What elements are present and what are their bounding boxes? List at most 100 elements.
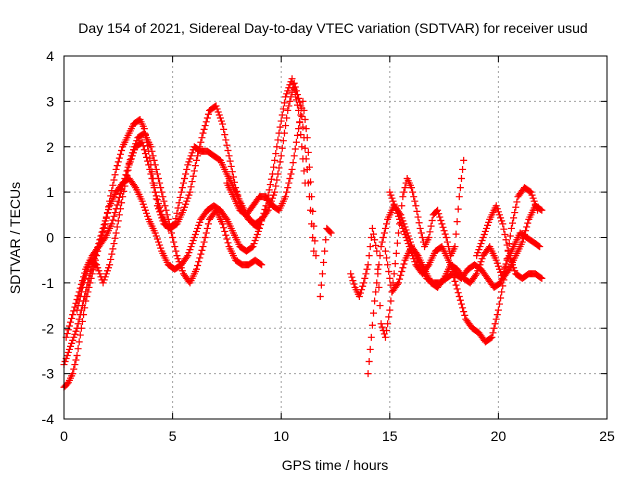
data-point — [253, 230, 261, 238]
data-point — [68, 314, 76, 322]
data-point — [72, 356, 80, 364]
series-track-f — [316, 224, 335, 300]
data-point — [183, 197, 191, 205]
data-point — [437, 216, 445, 224]
data-point — [474, 249, 482, 257]
data-point — [518, 238, 526, 246]
data-point — [221, 131, 229, 139]
data-point — [184, 161, 192, 169]
data-point — [227, 162, 235, 170]
data-point — [301, 116, 309, 124]
data-point — [222, 214, 230, 222]
data-point — [475, 246, 483, 254]
data-point — [187, 152, 195, 160]
data-point — [434, 206, 442, 214]
data-point — [147, 143, 155, 151]
series-track-j — [473, 202, 546, 282]
data-point — [499, 220, 507, 228]
data-point — [452, 230, 460, 238]
data-point — [364, 261, 372, 269]
data-point — [191, 162, 199, 170]
data-point — [111, 234, 119, 242]
data-point — [67, 318, 75, 326]
data-point — [84, 264, 92, 272]
data-point — [103, 267, 111, 275]
data-point — [149, 179, 157, 187]
data-point — [401, 184, 409, 192]
data-point — [191, 230, 199, 238]
data-point — [70, 333, 78, 341]
data-point — [409, 188, 417, 196]
data-point — [184, 252, 192, 260]
data-point — [350, 280, 358, 288]
y-tick-label: -2 — [42, 320, 55, 336]
data-point — [110, 176, 118, 184]
data-point — [530, 197, 538, 205]
data-point — [223, 235, 231, 243]
data-point — [99, 279, 107, 287]
data-point — [151, 161, 159, 169]
data-point — [204, 220, 212, 228]
data-point — [376, 302, 384, 310]
data-point — [67, 342, 75, 350]
data-point — [182, 170, 190, 178]
data-point — [220, 125, 228, 133]
data-point — [488, 333, 496, 341]
data-point — [300, 106, 308, 114]
data-point — [172, 215, 180, 223]
data-point — [441, 230, 449, 238]
data-point — [112, 165, 120, 173]
data-point — [100, 276, 108, 284]
data-point — [500, 268, 508, 276]
data-point — [439, 276, 447, 284]
data-point — [80, 279, 88, 287]
data-point — [509, 261, 517, 269]
data-point — [95, 267, 103, 275]
data-point — [69, 336, 77, 344]
data-point — [368, 224, 376, 232]
data-point — [307, 178, 315, 186]
data-point — [118, 147, 126, 155]
data-point — [362, 270, 370, 278]
data-point — [250, 240, 258, 248]
data-point — [406, 246, 414, 254]
data-point — [72, 327, 80, 335]
data-point — [259, 213, 267, 221]
data-point — [154, 199, 162, 207]
data-point — [131, 182, 139, 190]
data-point — [387, 191, 395, 199]
data-point — [122, 171, 130, 179]
data-point — [181, 203, 189, 211]
data-point — [453, 285, 461, 293]
data-point — [479, 234, 487, 241]
data-point — [83, 268, 91, 276]
data-point — [200, 125, 208, 133]
data-point — [393, 239, 401, 247]
data-point — [261, 206, 269, 214]
data-point — [499, 271, 507, 279]
x-tick-label: 0 — [60, 428, 68, 444]
data-point — [126, 158, 134, 166]
data-point — [70, 365, 78, 373]
data-point — [444, 243, 452, 251]
data-point — [305, 163, 313, 171]
data-point — [75, 297, 83, 305]
data-point — [349, 277, 357, 285]
data-point — [170, 238, 178, 246]
data-point — [298, 113, 306, 120]
data-point — [481, 227, 489, 235]
data-point — [428, 216, 436, 224]
data-point — [498, 288, 506, 296]
data-point — [255, 224, 263, 232]
series-track-h — [364, 184, 541, 378]
data-point — [410, 193, 418, 201]
x-axis-label: GPS time / hours — [282, 457, 389, 473]
data-point — [153, 196, 161, 204]
data-point — [264, 206, 272, 214]
data-point — [502, 260, 510, 268]
data-point — [494, 262, 502, 270]
data-point — [271, 156, 279, 164]
data-point — [71, 330, 79, 338]
data-point — [455, 193, 463, 201]
data-point — [424, 262, 432, 270]
